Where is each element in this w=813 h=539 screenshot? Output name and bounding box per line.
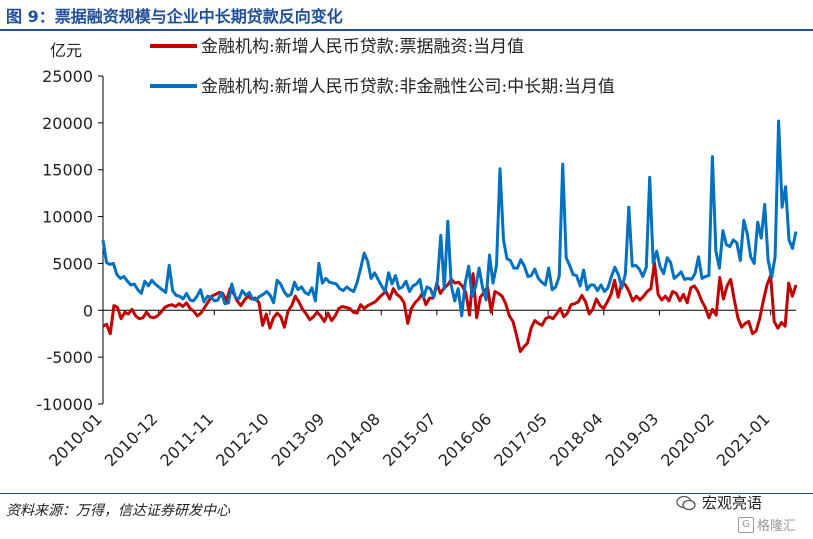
x-tick-label: 2011-11 (156, 409, 217, 470)
legend-label-2: 金融机构:新增人民币贷款:非金融性公司:中长期:当月值 (201, 77, 615, 97)
series-line-2 (101, 119, 798, 318)
watermark: 宏观亮语 (676, 492, 762, 513)
series-line-1 (102, 261, 798, 353)
source-note: 资料来源：万得，信达证券研发中心 (6, 503, 230, 519)
watermark-secondary-text: 格隆汇 (757, 519, 797, 534)
footer-divider (0, 493, 813, 494)
title-divider (0, 29, 813, 31)
x-tick-label: 2010-12 (101, 409, 162, 470)
y-tick-label: -10000 (36, 395, 93, 414)
x-tick-label: 2013-09 (268, 409, 329, 470)
x-tick-label: 2010-01 (45, 409, 106, 470)
y-axis-unit-label: 亿元 (50, 41, 82, 60)
y-tick-label: 0 (83, 301, 93, 320)
watermark-text: 宏观亮语 (702, 494, 763, 512)
y-tick-label: -5000 (47, 348, 94, 367)
legend-label-1: 金融机构:新增人民币贷款:票据融资:当月值 (201, 37, 524, 57)
y-axis: -10000 -5000 0 5000 10000 15000 20000 25000 (36, 67, 104, 414)
x-axis: 2010-012010-122011-112012-102013-092014-… (45, 309, 796, 470)
y-tick-label: 15000 (42, 161, 93, 180)
x-tick-label: 2021-01 (713, 409, 774, 470)
series-group (101, 119, 798, 353)
legend: 金融机构:新增人民币贷款:票据融资:当月值金融机构:新增人民币贷款:非金融性公司… (150, 37, 615, 97)
gelonghui-logo-icon: G (738, 516, 754, 533)
x-tick-label: 2012-10 (212, 409, 273, 470)
x-tick-label: 2020-02 (657, 409, 718, 470)
x-tick-label: 2014-08 (323, 409, 384, 470)
y-tick-label: 10000 (42, 208, 93, 227)
wechat-icon (676, 495, 696, 510)
y-tick-label: 20000 (42, 114, 93, 133)
x-tick-label: 2018-04 (546, 409, 607, 470)
x-tick-label: 2016-06 (435, 409, 496, 470)
x-tick-label: 2017-05 (490, 409, 551, 470)
x-tick-label: 2019-03 (602, 409, 663, 470)
watermark-secondary: G 格隆汇 (738, 515, 796, 534)
y-tick-label: 5000 (52, 254, 93, 273)
x-tick-label: 2015-07 (379, 409, 440, 470)
y-tick-label: 25000 (42, 67, 93, 86)
figure-title: 图 9：票据融资规模与企业中长期贷款反向变化 (6, 7, 343, 26)
